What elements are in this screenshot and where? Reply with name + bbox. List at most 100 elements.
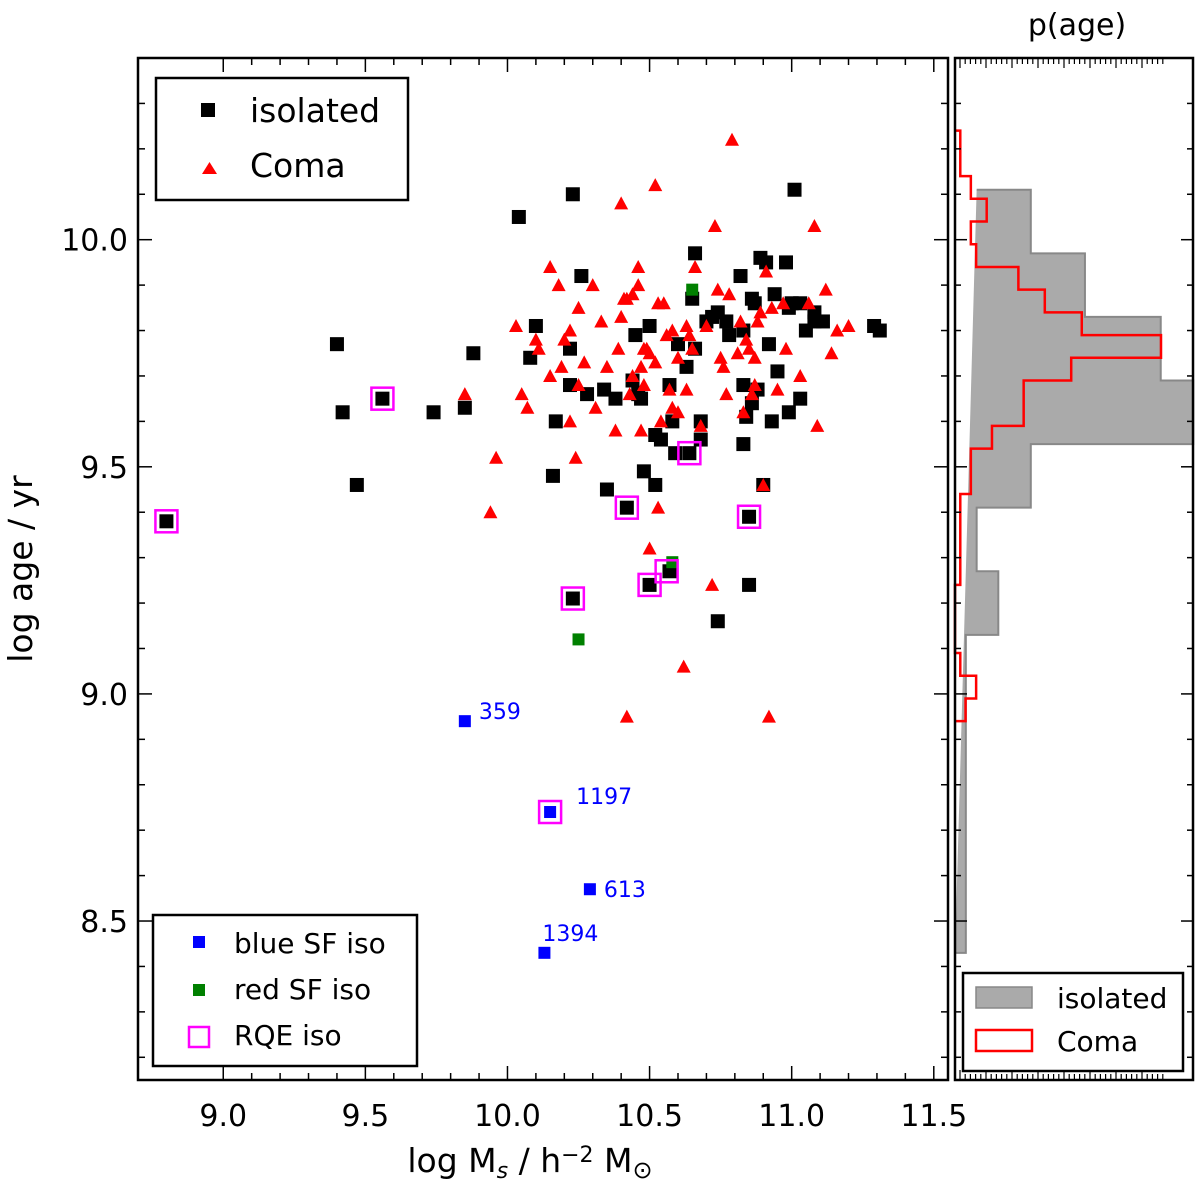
coma-point xyxy=(742,341,757,355)
coma-point xyxy=(568,450,583,464)
blue-sf-id-label: 1394 xyxy=(542,922,598,947)
coma-point xyxy=(688,259,703,273)
isolated-point xyxy=(608,391,623,406)
coma-point xyxy=(770,382,785,396)
y-axis-label: log age / yr xyxy=(1,475,40,663)
coma-point xyxy=(489,450,504,464)
histogram-legend: isolated Coma xyxy=(961,971,1185,1073)
coma-point xyxy=(483,505,498,519)
coma-point xyxy=(793,368,808,382)
isolated-point xyxy=(671,337,685,352)
coma-point xyxy=(551,278,566,292)
isolated-point xyxy=(764,414,779,429)
rqe-point xyxy=(614,495,640,520)
isolated-point xyxy=(619,500,634,515)
coma-point xyxy=(554,359,569,373)
coma-point xyxy=(739,332,754,346)
coma-point xyxy=(557,332,572,346)
coma-point xyxy=(713,350,728,364)
red-sf-point xyxy=(572,633,585,646)
isolated-point xyxy=(159,514,174,529)
hist-legend-isolated-label: isolated xyxy=(1057,982,1167,1015)
coma-point xyxy=(594,314,609,328)
coma-point xyxy=(648,178,663,192)
coma-point xyxy=(625,287,640,301)
y-tick-labels: 8.5 9.0 9.5 10.0 xyxy=(61,224,128,940)
legend-blue-sf-label: blue SF iso xyxy=(234,927,386,960)
coma-point xyxy=(563,414,577,428)
rqe-point xyxy=(154,509,179,534)
isolated-point xyxy=(634,391,649,406)
coma-point xyxy=(509,318,523,332)
coma-point xyxy=(543,259,558,273)
coma-point xyxy=(830,323,845,337)
coma-point xyxy=(671,350,685,364)
y-tick-label: 9.5 xyxy=(80,451,128,486)
rqe-point xyxy=(537,799,563,825)
coma-point xyxy=(571,300,586,314)
coma-point xyxy=(665,323,680,337)
isolated-point xyxy=(457,400,472,415)
isolated-point xyxy=(642,318,657,333)
isolated-point xyxy=(642,577,657,592)
coma-point xyxy=(753,305,768,319)
coma-point xyxy=(685,341,700,355)
coma-point xyxy=(733,314,748,328)
coma-point xyxy=(662,382,677,396)
isolated-point xyxy=(599,482,614,497)
coma-point xyxy=(636,378,651,392)
isolated-point xyxy=(329,337,344,352)
coma-point xyxy=(710,282,725,296)
coma-point xyxy=(705,577,720,591)
isolated-point xyxy=(668,446,683,461)
coma-point xyxy=(614,309,629,323)
isolated-point xyxy=(511,209,526,224)
blue-sf-id-label: 359 xyxy=(479,700,521,725)
x-tick-label: 10.5 xyxy=(616,1099,683,1134)
coma-point xyxy=(631,278,646,292)
legend-bottom: blue SF iso red SF iso RQE iso xyxy=(151,913,419,1068)
legend-isolated-label: isolated xyxy=(250,91,380,130)
coma-point xyxy=(744,387,759,401)
coma-point xyxy=(679,318,694,332)
isolated-point xyxy=(565,591,580,606)
isolated-point xyxy=(574,269,589,284)
coma-point xyxy=(750,314,765,328)
coma-point xyxy=(585,278,600,292)
coma-point xyxy=(671,405,685,419)
isolated-point xyxy=(793,391,808,406)
coma-point xyxy=(642,541,657,555)
legend-top-frame xyxy=(154,76,410,202)
legend-coma-label: Coma xyxy=(250,146,346,185)
coma-point xyxy=(528,332,543,346)
coma-point xyxy=(736,405,751,419)
coma-point xyxy=(747,378,762,392)
y-tick-label: 9.0 xyxy=(80,678,128,713)
isolated-point xyxy=(742,509,757,524)
scatter-frame xyxy=(136,56,950,1082)
isolated-point xyxy=(779,255,793,270)
isolated-point xyxy=(653,432,668,447)
isolated-point xyxy=(767,287,782,302)
coma-point xyxy=(634,423,649,437)
coma-point xyxy=(824,346,839,360)
isolated-point xyxy=(682,446,697,461)
legend-rqe-label: RQE iso xyxy=(234,1019,342,1052)
isolated-point xyxy=(648,477,663,492)
coma-point xyxy=(722,287,737,301)
isolated-point xyxy=(597,382,612,397)
rqe-point xyxy=(370,386,395,411)
isolated-point xyxy=(742,577,757,592)
isolated-histogram xyxy=(955,188,1195,954)
rqe-point xyxy=(637,572,662,598)
isolated-point xyxy=(688,246,703,261)
isolated-point xyxy=(781,405,796,420)
y-tick-label: 8.5 xyxy=(80,905,128,940)
coma-point xyxy=(764,300,779,314)
isolated-point xyxy=(736,437,751,452)
coma-point xyxy=(801,296,816,310)
isolated-point xyxy=(733,269,748,284)
